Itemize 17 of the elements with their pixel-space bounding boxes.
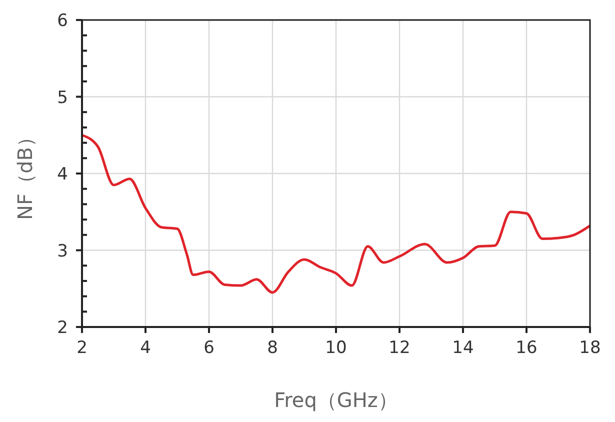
y-tick-label: 2 xyxy=(57,318,68,338)
x-tick-label: 16 xyxy=(516,338,538,358)
x-tick-label: 12 xyxy=(388,338,410,358)
x-tick-label: 4 xyxy=(140,338,151,358)
x-tick-label: 18 xyxy=(579,338,601,358)
y-tick-label: 6 xyxy=(57,11,68,31)
x-tick-label: 2 xyxy=(76,338,88,358)
x-tick-label: 14 xyxy=(452,338,474,358)
x-tick-label: 10 xyxy=(325,338,347,358)
x-tick-label: 8 xyxy=(267,338,278,358)
y-tick-label: 5 xyxy=(57,88,68,108)
y-axis-title: NF（dB） xyxy=(13,127,37,220)
y-tick-label: 4 xyxy=(57,164,68,184)
x-tick-label: 6 xyxy=(204,338,214,358)
x-axis-title: Freq（GHz） xyxy=(274,388,398,412)
y-tick-label: 3 xyxy=(57,241,68,262)
line-series xyxy=(80,134,592,294)
